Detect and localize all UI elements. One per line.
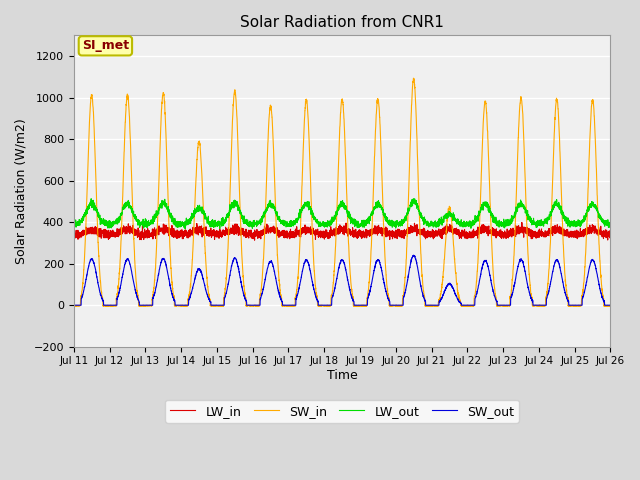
SW_in [433, 303, 440, 309]
Title: Solar Radiation from CNR1: Solar Radiation from CNR1 [240, 15, 444, 30]
Line: LW_out: LW_out [74, 199, 611, 229]
LW_in [493, 231, 500, 237]
Text: SI_met: SI_met [82, 39, 129, 52]
SW_out [322, 302, 330, 308]
LW_in [463, 230, 470, 236]
SW_in [362, 303, 369, 309]
LW_out [181, 226, 189, 232]
LW_in [70, 230, 77, 236]
SW_in [607, 303, 614, 309]
LW_out [493, 218, 500, 224]
Line: LW_in: LW_in [74, 222, 611, 240]
LW_out [70, 222, 77, 228]
SW_out [607, 302, 614, 308]
SW_in [463, 303, 470, 309]
LW_in [606, 230, 614, 236]
SW_out [463, 302, 470, 308]
SW_out [410, 252, 417, 258]
LW_out [606, 221, 614, 227]
LW_in [433, 229, 440, 235]
SW_in [166, 252, 174, 257]
SW_in [606, 302, 614, 308]
LW_out [433, 220, 440, 226]
LW_out [607, 222, 614, 228]
LW_out [463, 221, 470, 227]
SW_in [322, 303, 330, 309]
Legend: LW_in, SW_in, LW_out, SW_out: LW_in, SW_in, LW_out, SW_out [166, 400, 519, 423]
LW_in [166, 229, 174, 235]
LW_out [410, 196, 417, 202]
X-axis label: Time: Time [327, 369, 358, 382]
LW_out [322, 223, 330, 228]
Line: SW_in: SW_in [74, 78, 611, 306]
LW_out [166, 214, 174, 220]
SW_out [493, 299, 500, 305]
SW_out [70, 302, 77, 308]
LW_in [322, 230, 330, 236]
LW_in [518, 219, 525, 225]
SW_out [166, 284, 174, 289]
SW_in [70, 303, 77, 309]
SW_out [433, 302, 440, 308]
Line: SW_out: SW_out [74, 255, 611, 305]
SW_in [493, 302, 500, 308]
SW_in [410, 75, 417, 81]
LW_in [251, 237, 259, 243]
Y-axis label: Solar Radiation (W/m2): Solar Radiation (W/m2) [15, 118, 28, 264]
SW_out [606, 302, 614, 308]
LW_in [607, 231, 614, 237]
